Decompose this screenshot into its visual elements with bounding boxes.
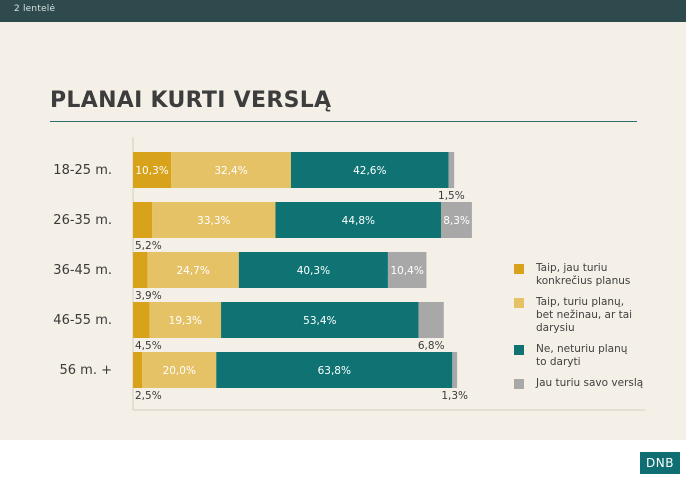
chart-title: PLANAI KURTI VERSLĄ xyxy=(50,88,332,113)
legend-swatch xyxy=(514,298,524,308)
bar-segment xyxy=(275,202,442,238)
table-number-label: 2 lentelė xyxy=(14,4,56,14)
bar-segment xyxy=(133,352,143,388)
title-divider xyxy=(50,121,637,122)
bar-segment xyxy=(238,252,388,288)
category-label: 36-45 m. xyxy=(53,263,112,278)
data-label: 40,3% xyxy=(297,265,330,277)
bar-segment xyxy=(133,302,150,338)
legend-item: Jau turiu savo verslą xyxy=(514,377,664,390)
legend-item: Ne, neturiu planų to daryti xyxy=(514,343,664,369)
bar-segment xyxy=(133,202,153,238)
dnb-logo: DNB xyxy=(640,452,680,474)
bar-segment xyxy=(418,302,444,338)
legend-swatch xyxy=(514,264,524,274)
bar-segment xyxy=(221,302,419,338)
category-label: 56 m. + xyxy=(60,363,113,378)
data-label: 44,8% xyxy=(342,215,375,227)
data-label: 6,8% xyxy=(418,340,445,352)
bar-segment xyxy=(216,352,453,388)
bar-segment xyxy=(441,202,472,238)
data-label: 24,7% xyxy=(176,265,209,277)
bar-segment xyxy=(387,252,427,288)
bar-segment xyxy=(133,152,172,188)
legend-swatch xyxy=(514,379,524,389)
legend-item: Taip, jau turiu konkrečius planus xyxy=(514,262,664,288)
bar-segment xyxy=(171,152,291,188)
data-label: 10,4% xyxy=(390,265,423,277)
data-label: 8,3% xyxy=(443,215,470,227)
data-label: 63,8% xyxy=(318,365,351,377)
data-label: 20,0% xyxy=(163,365,196,377)
data-label: 53,4% xyxy=(303,315,336,327)
data-label: 1,3% xyxy=(441,390,468,402)
top-bar: 2 lentelė xyxy=(0,0,686,22)
data-label: 4,5% xyxy=(135,340,162,352)
legend-label: Jau turiu savo verslą xyxy=(536,377,644,389)
data-label: 42,6% xyxy=(353,165,386,177)
category-label: 18-25 m. xyxy=(53,163,112,178)
bar-segment xyxy=(147,252,239,288)
data-label: 32,4% xyxy=(214,165,247,177)
data-label: 3,9% xyxy=(135,290,162,302)
legend-label: Taip, turiu planų, bet nežinau, ar tai d… xyxy=(536,296,633,334)
legend-swatch xyxy=(514,345,524,355)
data-label: 10,3% xyxy=(135,165,168,177)
chart-legend: Taip, jau turiu konkrečius planus Taip, t… xyxy=(514,262,664,398)
bar-segment xyxy=(142,352,217,388)
legend-label: Ne, neturiu planų to daryti xyxy=(536,343,628,368)
data-label: 19,3% xyxy=(169,315,202,327)
bar-segment xyxy=(290,152,449,188)
bar-segment xyxy=(452,352,458,388)
data-label: 33,3% xyxy=(197,215,230,227)
legend-item: Taip, turiu planų, bet nežinau, ar tai d… xyxy=(514,296,664,335)
category-label: 26-35 m. xyxy=(53,213,112,228)
data-label: 2,5% xyxy=(135,390,162,402)
category-label: 46-55 m. xyxy=(53,313,112,328)
data-label: 5,2% xyxy=(135,240,162,252)
bar-segment xyxy=(133,252,148,288)
bar-segment xyxy=(149,302,222,338)
data-label: 1,5% xyxy=(438,190,465,202)
bar-segment xyxy=(152,202,276,238)
bar-segment xyxy=(448,152,455,188)
legend-label: Taip, jau turiu konkrečius planus xyxy=(536,262,631,287)
